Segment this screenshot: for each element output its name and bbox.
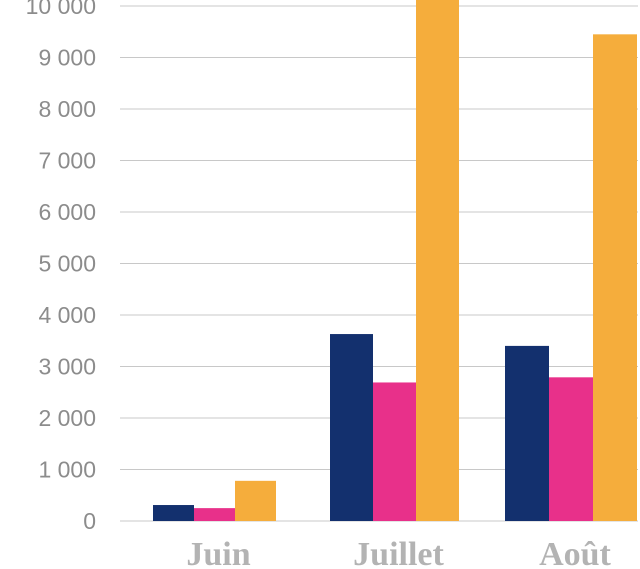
y-tick-label: 6 000 xyxy=(38,199,96,225)
bar xyxy=(373,382,416,521)
y-axis-tick-labels: 0 1 000 2 000 3 000 4 000 5 000 6 000 7 000 8 00… xyxy=(26,0,96,534)
y-tick-label: 4 000 xyxy=(38,302,96,328)
bar xyxy=(194,508,235,521)
y-tick-label: 2 000 xyxy=(38,405,96,431)
y-tick-label: 8 000 xyxy=(38,96,96,122)
x-axis-category-labels: Juin Juillet Août xyxy=(186,536,611,569)
y-tick-label: 5 000 xyxy=(38,251,96,277)
y-tick-label: 9 000 xyxy=(38,45,96,71)
y-tick-label: 10 000 xyxy=(26,0,96,19)
x-category-label: Juillet xyxy=(353,536,444,569)
x-category-label: Juin xyxy=(186,536,250,569)
x-category-label: Août xyxy=(539,536,611,569)
bar xyxy=(153,505,194,521)
bar xyxy=(235,480,276,521)
bars xyxy=(153,0,637,522)
y-tick-label: 3 000 xyxy=(38,354,96,380)
bar xyxy=(549,377,593,521)
y-tick-label: 1 000 xyxy=(38,457,96,483)
bar xyxy=(593,34,637,521)
bar xyxy=(416,0,459,522)
y-tick-label: 0 xyxy=(83,508,96,534)
bar xyxy=(505,345,549,521)
bar xyxy=(330,334,373,521)
y-tick-label: 7 000 xyxy=(38,148,96,174)
gridlines xyxy=(120,5,638,522)
